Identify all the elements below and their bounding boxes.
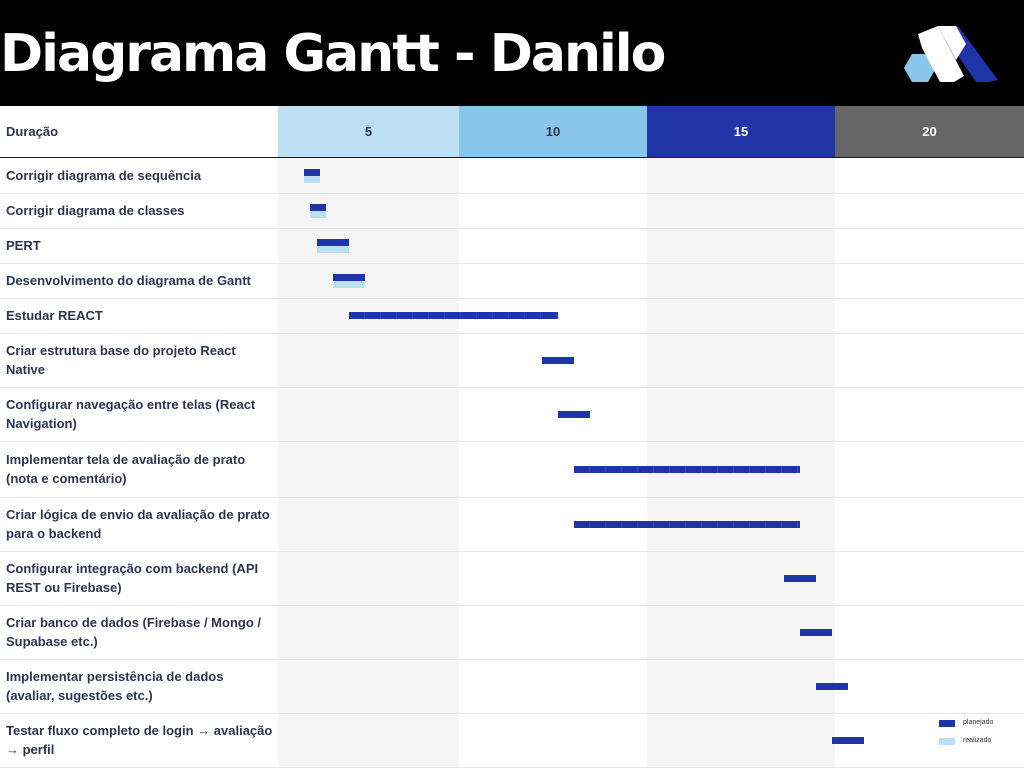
actual-bar xyxy=(303,175,320,183)
chart-title: Diagrama Gantt - Danilo xyxy=(0,24,666,84)
row-divider xyxy=(0,263,1024,264)
task-label: Testar fluxo completo de login → avaliaç… xyxy=(6,713,274,767)
task-label-text: Testar fluxo completo de login → avaliaç… xyxy=(6,723,273,757)
planned-bar xyxy=(558,410,591,418)
legend-swatch-planned xyxy=(939,720,955,727)
column-header-15: 15 xyxy=(647,106,835,157)
task-label-text: PERT xyxy=(6,238,41,253)
column-5-background xyxy=(278,106,459,768)
planned-bar xyxy=(574,465,800,473)
planned-bar xyxy=(332,273,365,281)
row-divider xyxy=(0,713,1024,714)
row-divider xyxy=(0,551,1024,552)
actual-bar xyxy=(310,210,327,218)
task-label: Configurar navegação entre telas (React … xyxy=(6,387,274,441)
actual-bar xyxy=(332,280,365,288)
task-label: Criar lógica de envio da avaliação de pr… xyxy=(6,497,274,551)
legend-label-actual: realizado xyxy=(963,737,992,744)
planned-bar xyxy=(303,168,320,176)
task-label-text: Configurar integração com backend (API R… xyxy=(6,561,259,595)
task-label: Corrigir diagrama de classes xyxy=(6,193,274,228)
column-header-20: 20 xyxy=(835,106,1024,157)
planned-bar xyxy=(783,574,816,582)
task-label-text: Criar lógica de envio da avaliação de pr… xyxy=(6,507,270,541)
task-label: Corrigir diagrama de sequência xyxy=(6,158,274,193)
planned-bar xyxy=(799,628,832,636)
task-label-text: Criar estrutura base do projeto React Na… xyxy=(6,343,236,377)
planned-bar xyxy=(815,682,848,690)
column-10-background xyxy=(459,106,647,768)
task-label-text: Criar banco de dados (Firebase / Mongo /… xyxy=(6,615,261,649)
column-header-10: 10 xyxy=(459,106,647,157)
legend-label-planned: planejado xyxy=(963,719,994,726)
task-label-text: Estudar REACT xyxy=(6,308,103,323)
row-divider xyxy=(0,605,1024,606)
row-divider xyxy=(0,193,1024,194)
task-label-text: Implementar persistência de dados (avali… xyxy=(6,669,224,703)
task-label: Criar estrutura base do projeto React Na… xyxy=(6,333,274,387)
column-header-5: 5 xyxy=(278,106,459,157)
task-label: Configurar integração com backend (API R… xyxy=(6,551,274,605)
actual-bar xyxy=(316,245,349,253)
header-divider xyxy=(0,157,1024,158)
row-divider xyxy=(0,333,1024,334)
planned-bar xyxy=(574,520,800,528)
task-label-text: Desenvolvimento do diagrama de Gantt xyxy=(6,273,251,288)
planned-bar xyxy=(542,356,575,364)
planned-bar xyxy=(310,203,327,211)
task-label: Estudar REACT xyxy=(6,298,274,333)
hexagon-m-logo-icon xyxy=(904,26,998,82)
planned-bar xyxy=(348,312,559,319)
column-20-background xyxy=(835,106,1024,768)
row-divider xyxy=(0,298,1024,299)
task-label: Desenvolvimento do diagrama de Gantt xyxy=(6,263,274,298)
legend-swatch-actual xyxy=(939,738,955,745)
task-label-text: Implementar tela de avaliação de prato (… xyxy=(6,452,246,486)
row-divider xyxy=(0,441,1024,442)
task-label: Implementar tela de avaliação de prato (… xyxy=(6,441,274,497)
row-divider xyxy=(0,387,1024,388)
planned-bar xyxy=(831,736,865,744)
row-divider xyxy=(0,228,1024,229)
task-label: Criar banco de dados (Firebase / Mongo /… xyxy=(6,605,274,659)
header-bar xyxy=(0,0,1024,106)
row-divider xyxy=(0,497,1024,498)
task-label-text: Configurar navegação entre telas (React … xyxy=(6,397,256,431)
planned-bar xyxy=(316,238,349,246)
task-label: Implementar persistência de dados (avali… xyxy=(6,659,274,713)
row-divider xyxy=(0,659,1024,660)
task-label: PERT xyxy=(6,228,274,263)
column-15-background xyxy=(647,106,835,768)
task-label-text: Corrigir diagrama de sequência xyxy=(6,168,202,183)
task-label-text: Corrigir diagrama de classes xyxy=(6,203,185,218)
duration-axis-label: Duração xyxy=(0,106,278,157)
